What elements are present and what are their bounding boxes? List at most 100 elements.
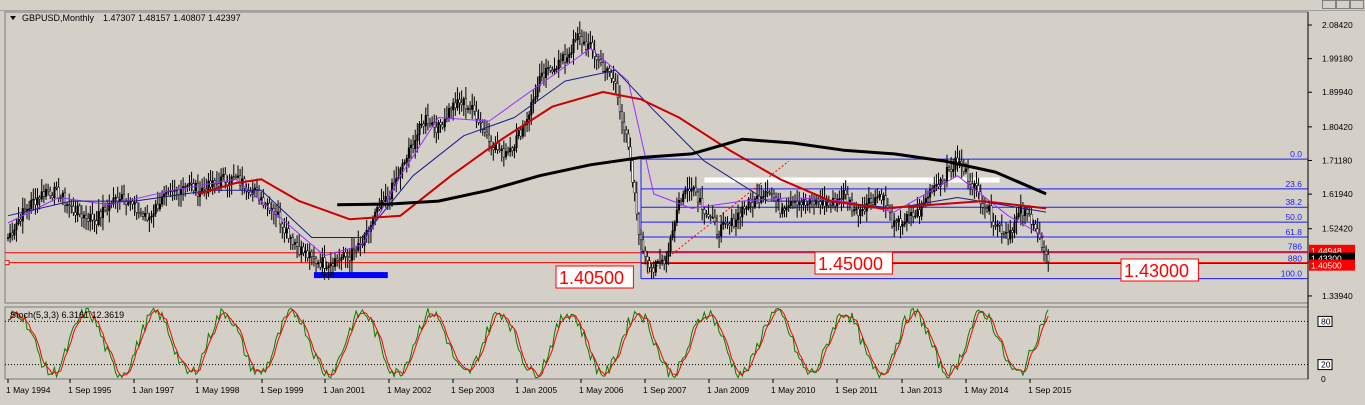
candle-body bbox=[945, 166, 949, 183]
candle-body bbox=[637, 213, 640, 235]
candle-body bbox=[268, 202, 271, 211]
support-zone[interactable] bbox=[313, 272, 388, 279]
fib-level-label: 23.6 bbox=[1285, 179, 1302, 189]
candle-body bbox=[196, 182, 199, 197]
candle-body bbox=[606, 68, 609, 72]
candle-body bbox=[1047, 254, 1050, 262]
candle-body bbox=[798, 202, 801, 206]
candle-body bbox=[475, 110, 478, 120]
candle-body bbox=[964, 168, 967, 172]
candle-body bbox=[688, 188, 691, 192]
candle-body bbox=[855, 208, 858, 211]
candle-body bbox=[399, 168, 402, 178]
maximize-button[interactable] bbox=[1336, 0, 1350, 9]
candle-body bbox=[401, 163, 404, 170]
candle-body bbox=[903, 221, 906, 225]
resistance-zone[interactable] bbox=[704, 177, 1000, 183]
annotation-level-a-box[interactable] bbox=[555, 265, 634, 289]
x-tick-label: 1 Jan 2005 bbox=[515, 385, 557, 395]
ma-red-line[interactable] bbox=[197, 91, 1047, 221]
candle-body bbox=[515, 135, 518, 148]
candle-body bbox=[188, 182, 191, 186]
candle-body bbox=[456, 99, 459, 109]
candle-body bbox=[1007, 232, 1010, 240]
candle-body bbox=[287, 228, 290, 239]
minimize-button[interactable] bbox=[1322, 0, 1336, 9]
candle-body bbox=[528, 114, 531, 120]
candle-body bbox=[298, 246, 301, 255]
candle-body bbox=[420, 123, 423, 126]
candle-body bbox=[1004, 232, 1008, 234]
candle-body bbox=[253, 187, 256, 191]
candle-body bbox=[625, 129, 628, 135]
candle-body bbox=[334, 258, 337, 267]
candle-body bbox=[34, 198, 37, 205]
candle-body bbox=[95, 220, 98, 225]
candle-body bbox=[352, 248, 356, 251]
level-anchor-icon[interactable] bbox=[5, 260, 10, 266]
collapse-arrow-icon[interactable] bbox=[10, 16, 16, 20]
candle-body bbox=[1040, 237, 1043, 248]
candle-body bbox=[977, 185, 980, 193]
candle-body bbox=[6, 237, 10, 239]
candle-body bbox=[509, 147, 512, 153]
annotation-level-c-box[interactable] bbox=[1120, 258, 1199, 282]
candle-body bbox=[629, 146, 632, 161]
candle-body bbox=[996, 223, 999, 227]
candle-body bbox=[329, 263, 332, 267]
candle-body bbox=[829, 204, 832, 207]
candle-body bbox=[492, 147, 495, 151]
candle-body bbox=[519, 129, 522, 137]
candle-body bbox=[563, 54, 567, 63]
candle-body bbox=[572, 39, 575, 53]
candle-body bbox=[346, 256, 349, 258]
candle-body bbox=[450, 107, 453, 111]
candle-body bbox=[217, 183, 221, 187]
candle-body bbox=[416, 134, 419, 141]
candle-body bbox=[667, 250, 670, 257]
candle-body bbox=[926, 196, 930, 199]
candle-body bbox=[680, 200, 683, 202]
candle-body bbox=[990, 205, 993, 223]
candle-body bbox=[948, 166, 951, 170]
candle-body bbox=[861, 209, 864, 211]
candle-body bbox=[327, 265, 330, 269]
candle-body bbox=[992, 221, 995, 226]
candle-body bbox=[696, 191, 700, 203]
candle-body bbox=[1034, 223, 1037, 230]
candle-body bbox=[777, 198, 780, 202]
candle-body bbox=[17, 219, 20, 224]
candle-body bbox=[821, 198, 824, 206]
candle-body bbox=[597, 59, 600, 61]
candle-body bbox=[28, 208, 31, 210]
candle-body bbox=[338, 259, 341, 262]
stoch-signal-line[interactable] bbox=[7, 308, 1049, 378]
candle-body bbox=[844, 190, 847, 195]
candle-body bbox=[431, 122, 434, 126]
candle-body bbox=[764, 190, 767, 197]
candle-body bbox=[308, 251, 311, 259]
annotation-level-b-box[interactable] bbox=[814, 251, 893, 275]
x-tick-label: 1 Sep 2003 bbox=[451, 385, 495, 395]
ma-black-line[interactable] bbox=[337, 137, 1047, 207]
candle-body bbox=[587, 43, 590, 50]
candle-body bbox=[589, 42, 592, 45]
candle-body bbox=[258, 189, 261, 201]
candle-body bbox=[627, 133, 630, 148]
candle-body bbox=[924, 197, 927, 203]
candle-body bbox=[620, 111, 624, 123]
stoch-title: Stoch(5,3,3) 6.3161 12.3619 bbox=[10, 310, 124, 320]
candle-body bbox=[825, 201, 828, 207]
candle-body bbox=[437, 122, 440, 133]
candle-body bbox=[82, 214, 86, 219]
price-tag-3: 1.40500 bbox=[1311, 261, 1342, 271]
candle-body bbox=[709, 216, 712, 218]
candle-body bbox=[635, 192, 638, 215]
candle-body bbox=[914, 215, 917, 218]
stoch-main-line[interactable] bbox=[7, 307, 1049, 379]
close-button[interactable] bbox=[1350, 0, 1364, 9]
candle-body bbox=[791, 201, 794, 203]
candle-body bbox=[116, 197, 119, 203]
